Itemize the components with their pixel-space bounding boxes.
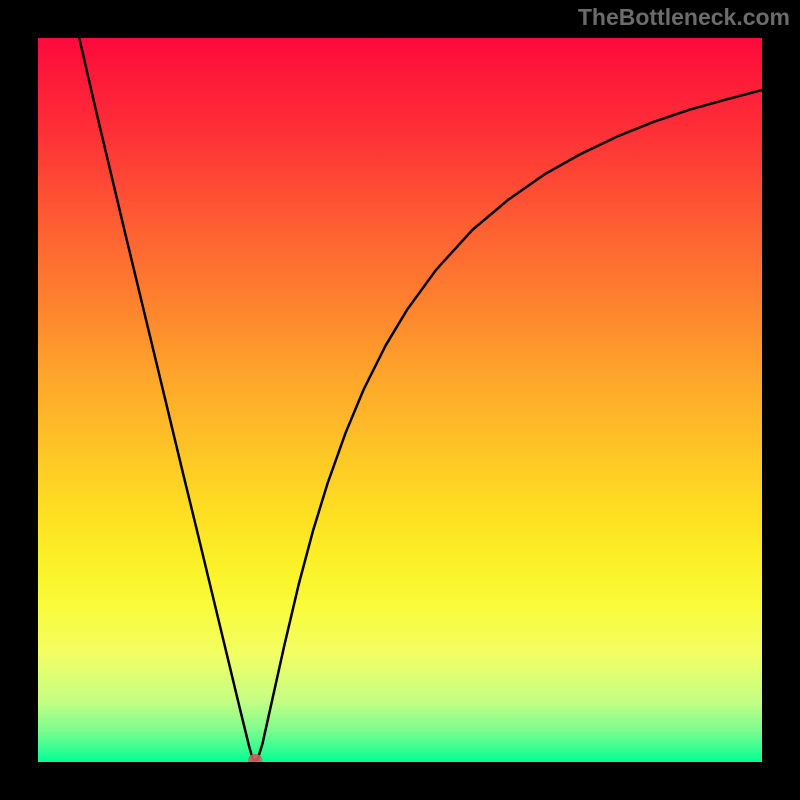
plot-area bbox=[38, 38, 762, 762]
watermark-text: TheBottleneck.com bbox=[578, 4, 790, 31]
bottleneck-curve bbox=[79, 38, 762, 760]
chart-svg bbox=[38, 38, 762, 762]
chart-container: TheBottleneck.com bbox=[0, 0, 800, 800]
